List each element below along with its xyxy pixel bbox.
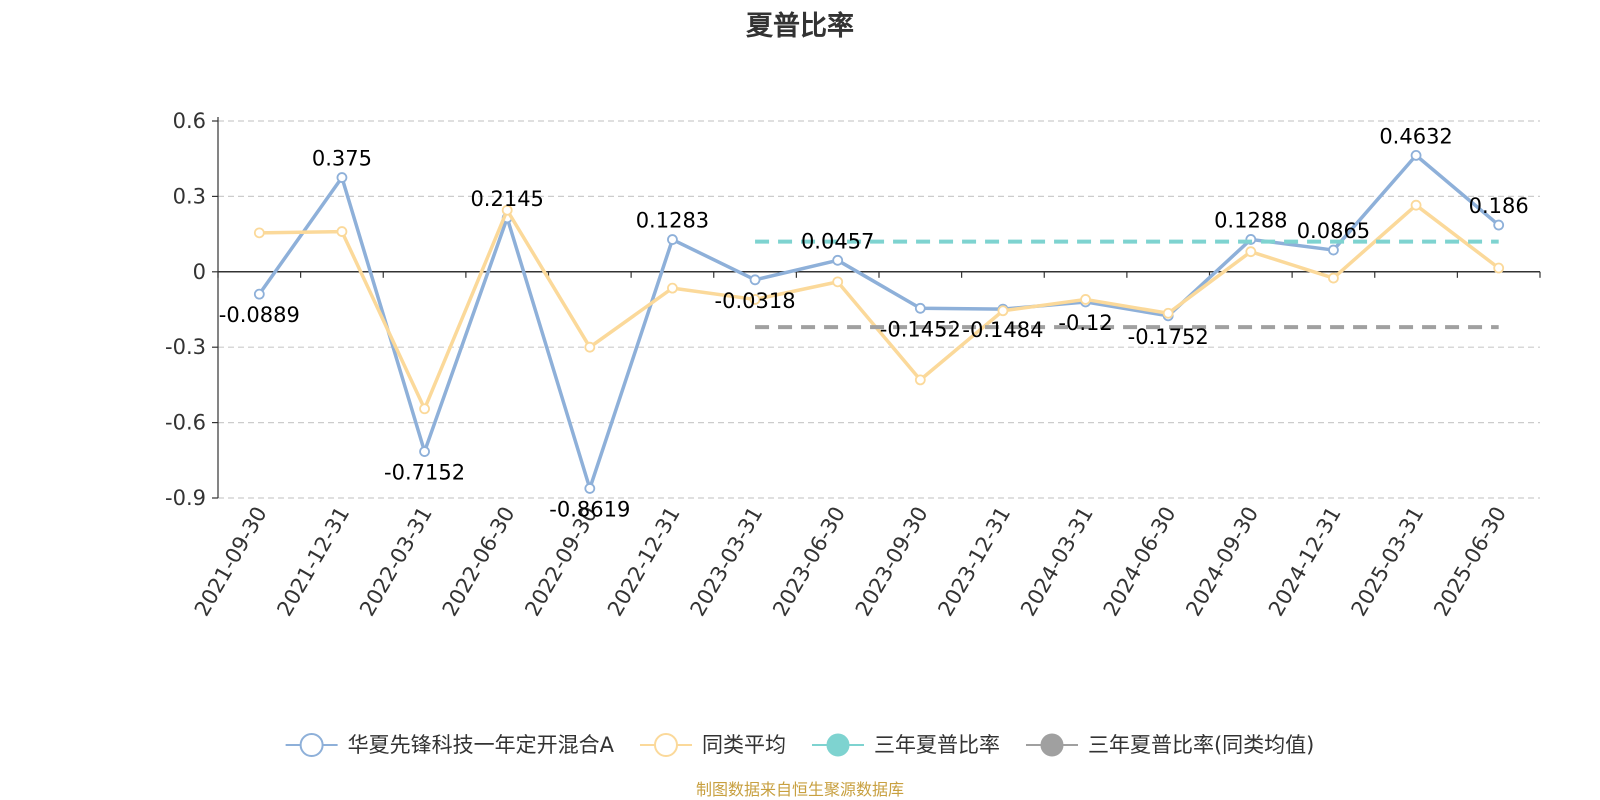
x-tick-label: 2022-03-31: [355, 503, 437, 621]
data-label: 0.0865: [1297, 219, 1370, 243]
x-tick-label: 2025-06-30: [1429, 503, 1511, 621]
data-point: [501, 204, 513, 216]
data-point: [253, 227, 265, 239]
data-label: 0.2145: [470, 187, 543, 211]
data-point: [667, 282, 678, 294]
source-note: 制图数据来自恒生聚源数据库: [695, 780, 904, 799]
y-tick-label: -0.9: [165, 486, 206, 510]
data-label: 0.186: [1469, 194, 1529, 218]
data-label: -0.12: [1058, 311, 1112, 335]
data-label: -0.8619: [549, 497, 630, 521]
data-point: [1328, 244, 1339, 256]
data-point: [1493, 262, 1505, 274]
data-point: [749, 274, 761, 286]
data-label: 0.0457: [801, 229, 874, 253]
x-tick-label: 2021-09-30: [190, 503, 272, 621]
data-point: [914, 374, 926, 386]
data-label: -0.0318: [715, 289, 796, 313]
legend-marker: [1040, 733, 1064, 757]
y-tick-label: 0: [193, 260, 206, 284]
legend-label: 华夏先锋科技一年定开混合A: [348, 733, 615, 757]
data-point: [832, 276, 844, 288]
legend-marker: [653, 733, 678, 757]
series-layer: [253, 149, 1505, 494]
x-tick-label: 2023-12-31: [933, 503, 1015, 621]
data-label: -0.0889: [219, 303, 300, 327]
x-tick-label: 2025-03-31: [1347, 503, 1429, 621]
data-point: [1493, 219, 1505, 231]
data-point: [253, 288, 265, 300]
grid-layer: [218, 120, 1540, 499]
x-tick-label: 2023-06-30: [768, 503, 850, 621]
legend-item-0: 华夏先锋科技一年定开混合A: [285, 733, 615, 757]
data-point: [997, 305, 1009, 317]
data-point: [419, 446, 430, 457]
legend-item-1: 同类平均: [639, 733, 786, 757]
x-tick-label: 2024-12-31: [1264, 503, 1346, 621]
data-label: -0.7152: [384, 461, 465, 485]
legend-item-2: 三年夏普比率: [811, 733, 1000, 757]
data-point: [336, 172, 348, 183]
y-tick-label: 0.3: [173, 184, 206, 208]
data-label: 0.1288: [1214, 208, 1287, 232]
data-label: 0.1283: [636, 209, 709, 233]
data-point: [1245, 246, 1257, 258]
x-tick-label: 2023-09-30: [851, 503, 933, 621]
legend-marker: [826, 733, 850, 757]
data-point: [667, 234, 678, 245]
series-line-1: [259, 203, 1500, 411]
data-point: [1328, 272, 1339, 284]
x-tick-label: 2024-06-30: [1099, 503, 1181, 621]
data-point: [1162, 307, 1174, 319]
data-point: [832, 254, 844, 266]
data-label: 0.4632: [1379, 124, 1452, 148]
data-point: [584, 483, 596, 494]
data-label: -0.1752: [1128, 325, 1209, 349]
y-tick-label: 0.6: [173, 109, 206, 133]
data-point: [584, 341, 596, 353]
x-tick-label: 2023-03-31: [686, 503, 768, 621]
series-line-0: [257, 153, 1500, 491]
data-point: [1080, 294, 1091, 305]
y-tick-label: -0.3: [165, 335, 206, 359]
data-point: [1410, 149, 1422, 161]
legend-label: 同类平均: [702, 733, 786, 757]
legend-label: 三年夏普比率: [874, 733, 1000, 757]
x-tick-label: 2024-03-31: [1016, 503, 1098, 621]
legend-label: 三年夏普比率(同类均值): [1088, 733, 1314, 757]
y-tick-label: -0.6: [165, 411, 206, 435]
data-label: -0.1484: [962, 318, 1043, 342]
data-point: [419, 403, 430, 415]
data-label: -0.1452: [880, 317, 961, 341]
legend: 华夏先锋科技一年定开混合A 同类平均 三年夏普比率 三年夏普比率(同类均值): [285, 733, 1314, 757]
legend-marker: [299, 733, 324, 757]
data-point: [749, 294, 761, 305]
data-label: 0.375: [312, 147, 372, 171]
chart-title: 夏普比率: [746, 11, 854, 42]
x-tick-label: 2024-09-30: [1181, 503, 1263, 621]
data-point: [1410, 199, 1422, 211]
x-tick-label: 2022-06-30: [438, 503, 520, 621]
label-layer: -0.0889 0.375 -0.7152 0.2145 -0.8619 0.1283 -0…: [219, 124, 1529, 521]
data-point: [914, 302, 926, 314]
legend-item-3: 三年夏普比率(同类均值): [1025, 733, 1314, 757]
data-point: [336, 226, 348, 237]
x-tick-label: 2021-12-31: [272, 503, 354, 621]
